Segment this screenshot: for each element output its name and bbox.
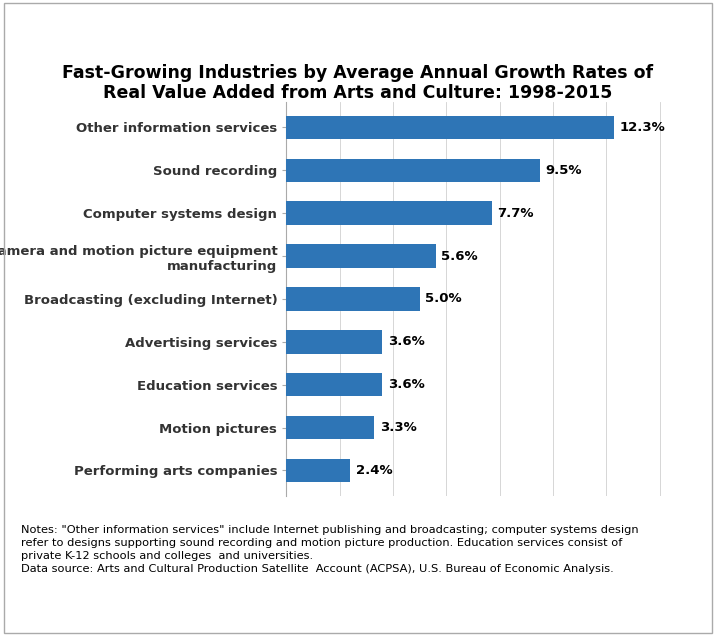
Bar [286, 158, 540, 182]
Text: 5.0%: 5.0% [425, 293, 462, 305]
Text: 3.6%: 3.6% [388, 335, 425, 349]
Text: 3.6%: 3.6% [388, 378, 425, 391]
Bar [286, 287, 420, 311]
Text: 5.6%: 5.6% [441, 249, 478, 263]
Text: 3.3%: 3.3% [379, 421, 417, 434]
Text: Notes: "Other information services" include Internet publishing and broadcasting: Notes: "Other information services" incl… [21, 525, 639, 574]
Text: 2.4%: 2.4% [356, 464, 392, 477]
Text: 7.7%: 7.7% [497, 207, 533, 219]
Text: Fast-Growing Industries by Average Annual Growth Rates of
Real Value Added from : Fast-Growing Industries by Average Annua… [62, 64, 654, 102]
Bar [286, 116, 614, 139]
Bar [286, 330, 382, 354]
Text: 12.3%: 12.3% [620, 121, 665, 134]
Bar [286, 244, 436, 268]
Bar [286, 416, 374, 439]
Bar [286, 459, 350, 482]
Bar [286, 202, 492, 225]
Bar [286, 373, 382, 396]
Text: 9.5%: 9.5% [545, 164, 581, 177]
